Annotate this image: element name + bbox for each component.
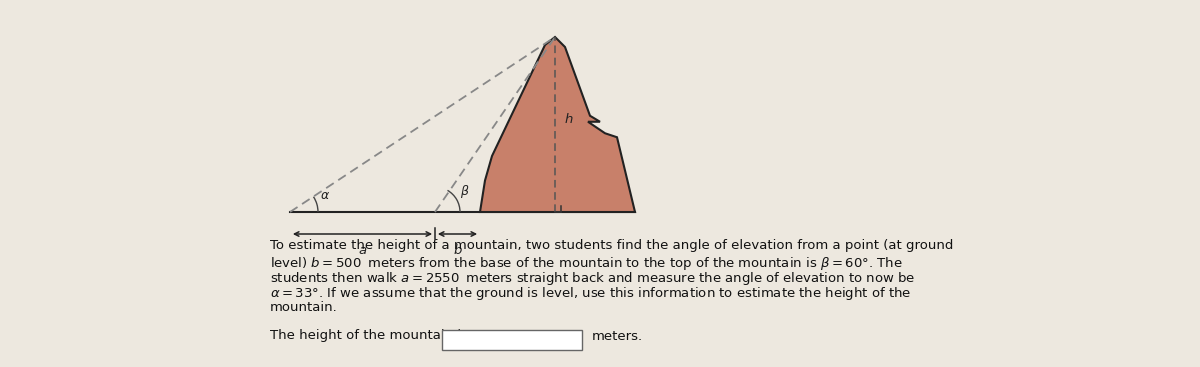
Bar (442, 330, 582, 349)
Text: The height of the mountain is: The height of the mountain is (270, 328, 468, 342)
Text: mountain.: mountain. (270, 301, 337, 314)
Text: h: h (565, 113, 574, 126)
Text: level) $b = 500\,$ meters from the base of the mountain to the top of the mounta: level) $b = 500\,$ meters from the base … (270, 254, 902, 272)
Text: a: a (359, 244, 366, 257)
Text: $\alpha = 33°$. If we assume that the ground is level, use this information to e: $\alpha = 33°$. If we assume that the gr… (270, 286, 911, 302)
Text: $\beta$: $\beta$ (460, 183, 469, 200)
Text: $\alpha$: $\alpha$ (320, 189, 330, 202)
Text: b: b (454, 244, 462, 257)
Polygon shape (480, 37, 635, 212)
Text: To estimate the height of a mountain, two students find the angle of elevation f: To estimate the height of a mountain, tw… (270, 239, 953, 252)
Text: meters.: meters. (592, 330, 643, 342)
Text: students then walk $a = 2550\,$ meters straight back and measure the angle of el: students then walk $a = 2550\,$ meters s… (270, 270, 916, 287)
